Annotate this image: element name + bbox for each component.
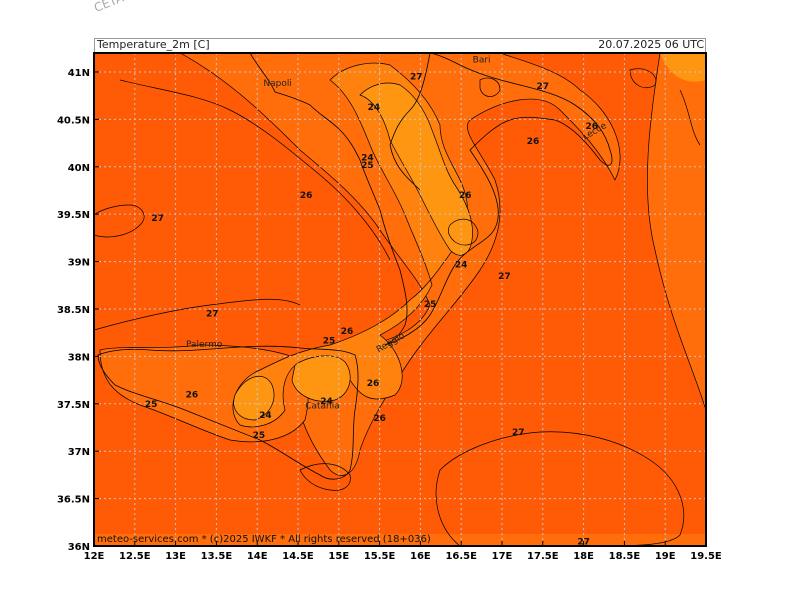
latitude-axis: 41N 40.5N 40N 39.5N 39N 38.5N 38N 37.5N 37N 36.5N… xyxy=(57,68,99,553)
lon-tick-label: 16.5E xyxy=(445,551,477,562)
isotherm-line xyxy=(435,431,684,546)
isotherm-label: 26 xyxy=(585,122,598,132)
isotherm-label: 24 xyxy=(259,411,272,421)
isotherm-line xyxy=(119,79,391,261)
isotherm-line xyxy=(448,218,479,246)
isotherm-lines xyxy=(94,68,701,546)
place-label: Palermo xyxy=(186,340,223,350)
isotherm-label: 25 xyxy=(253,431,266,441)
lon-tick-label: 16E xyxy=(410,551,431,562)
lat-lon-grid xyxy=(94,53,706,546)
lat-tick-label: 36N xyxy=(68,542,90,553)
isotherm-line xyxy=(94,298,301,331)
coast-italy-east xyxy=(384,53,613,346)
lon-tick-label: 15E xyxy=(328,551,349,562)
isotherm-label: 27 xyxy=(537,82,550,92)
temp-zone-24-north xyxy=(359,82,473,256)
lat-tick-label: 38N xyxy=(68,352,90,363)
isotherm-line xyxy=(94,204,145,238)
coast-sicily xyxy=(97,345,359,480)
lon-tick-label: 12.5E xyxy=(119,551,151,562)
isotherm-line xyxy=(479,77,501,97)
lon-tick-label: 19E xyxy=(655,551,676,562)
isotherm-label: 26 xyxy=(300,191,313,201)
temp-zone-24-bari xyxy=(660,53,706,82)
isotherm-label: 24 xyxy=(455,260,468,270)
map-frame xyxy=(93,52,707,547)
lon-tick-label: 17.5E xyxy=(527,551,559,562)
copyright-footer: meteo-services.com * (c)2025 IWKF * All … xyxy=(97,534,431,545)
longitude-axis: 12E 12.5E 13E 13.5E 14E 14.5E 15E 15.5E 16E 16.5E… xyxy=(84,541,722,562)
temp-zone-26-south xyxy=(94,534,706,546)
isotherm-label: 26 xyxy=(186,390,199,400)
lon-tick-label: 12E xyxy=(84,551,105,562)
isotherm-label: 24 xyxy=(361,153,374,163)
lat-tick-label: 39.5N xyxy=(57,210,90,221)
lat-tick-label: 40N xyxy=(68,163,90,174)
isotherm-label: 26 xyxy=(527,137,540,147)
isotherm-label: 27 xyxy=(498,272,511,282)
isotherm-label: 25 xyxy=(424,300,437,310)
lon-tick-label: 14E xyxy=(247,551,268,562)
lat-tick-label: 36.5N xyxy=(57,495,90,506)
isotherm-label: 25 xyxy=(323,336,336,346)
isotherm-label: 27 xyxy=(206,310,219,320)
isotherm-label: 26 xyxy=(341,327,354,337)
isotherm-label: 25 xyxy=(145,400,158,410)
isotherm-label: 26 xyxy=(367,379,380,389)
lat-tick-label: 37N xyxy=(68,447,90,458)
isotherm-line xyxy=(679,89,701,146)
isotherm-label: 27 xyxy=(151,214,164,224)
map-title: Temperature_2m [C] xyxy=(97,38,210,51)
isotherm-label: 27 xyxy=(512,428,525,438)
lat-tick-label: 39N xyxy=(68,258,90,269)
isotherm-label: 24 xyxy=(320,397,333,407)
place-label: Bari xyxy=(473,55,491,65)
lon-tick-label: 18E xyxy=(573,551,594,562)
lon-tick-label: 15.5E xyxy=(364,551,396,562)
coastline xyxy=(97,53,613,480)
place-label: Napoli xyxy=(263,79,291,89)
place-label: Catania xyxy=(305,402,340,412)
lon-tick-label: 18.5E xyxy=(609,551,641,562)
temp-zone-26-east xyxy=(647,53,706,411)
isotherm-label: 26 xyxy=(373,414,386,424)
temp-zone-24-etna xyxy=(291,355,351,402)
lat-tick-label: 41N xyxy=(68,68,90,79)
lon-tick-label: 19.5E xyxy=(690,551,722,562)
lon-tick-label: 13.5E xyxy=(201,551,233,562)
temp-zone-24-sicily-inner xyxy=(233,375,275,421)
lat-tick-label: 40.5N xyxy=(57,115,90,126)
isotherm-line xyxy=(629,68,657,89)
lat-tick-label: 37.5N xyxy=(57,400,90,411)
isotherm-label: 24 xyxy=(368,103,381,113)
isotherm-label: 26 xyxy=(459,191,472,201)
isotherm-line xyxy=(299,463,351,491)
isotherm-label: 25 xyxy=(361,161,374,171)
lon-tick-label: 13E xyxy=(165,551,186,562)
isotherm-label: 27 xyxy=(410,73,423,83)
valid-time: 20.07.2025 06 UTC xyxy=(598,38,704,51)
lat-tick-label: 38.5N xyxy=(57,305,90,316)
coast-italy-west xyxy=(249,53,408,346)
coast-ionian xyxy=(389,53,431,191)
header-bar xyxy=(94,38,706,52)
lon-tick-label: 14.5E xyxy=(282,551,314,562)
lon-tick-label: 17E xyxy=(492,551,513,562)
